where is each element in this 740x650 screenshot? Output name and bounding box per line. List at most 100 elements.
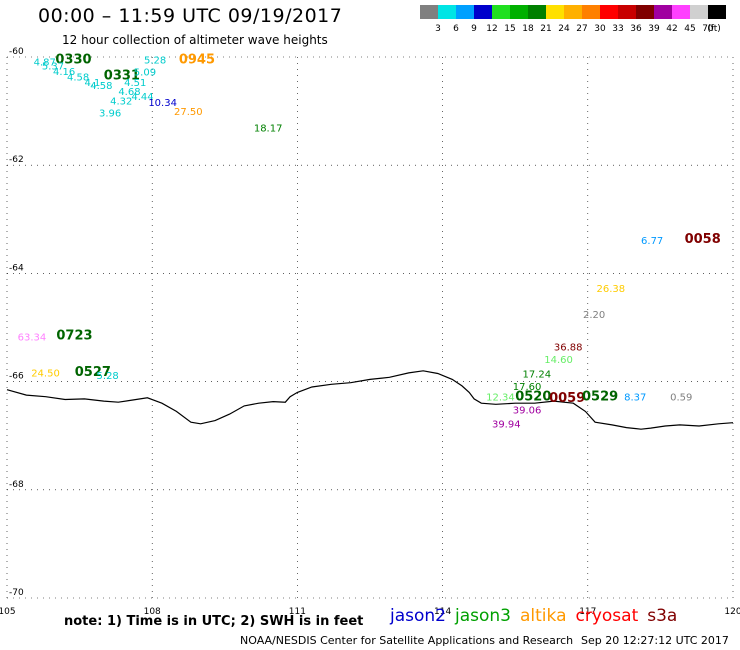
color-scale-label: 12 — [486, 24, 497, 34]
pass-time-label: 0723 — [56, 329, 92, 344]
color-swatch — [474, 5, 492, 19]
longitude-tick-label: 105 — [0, 607, 16, 617]
wave-height-label: 5.09 — [134, 68, 156, 79]
color-swatch — [654, 5, 672, 19]
antarctic-coastline — [6, 370, 734, 430]
wave-height-label: 39.06 — [513, 406, 542, 417]
wave-height-label: 12.34 — [486, 393, 515, 404]
pass-time-label: 0529 — [582, 390, 618, 405]
color-scale-unit: (ft) — [707, 24, 721, 34]
color-swatch — [456, 5, 474, 19]
longitude-tick-label: 111 — [289, 607, 306, 617]
color-scale-label: 45 — [684, 24, 695, 34]
wave-height-label: 4.68 — [118, 87, 140, 98]
color-swatch — [546, 5, 564, 19]
units-note: note: 1) Time is in UTC; 2) SWH is in fe… — [64, 614, 364, 629]
wave-height-label: 4.32 — [110, 96, 132, 107]
satellite-legend-cryosat: cryosat — [575, 606, 639, 626]
wave-height-label: 4.1 — [84, 78, 100, 89]
color-swatch — [690, 5, 708, 19]
wave-height-label: 4.58 — [90, 81, 112, 92]
satellite-legend: jason2 jason3 altika cryosat s3a — [390, 606, 686, 626]
color-scale-label: 6 — [453, 24, 459, 34]
pass-time-label: 0331 — [104, 68, 140, 83]
pass-time-label: 0059 — [549, 391, 585, 406]
color-swatch — [672, 5, 690, 19]
pass-time-label: 0520 — [515, 390, 551, 405]
latitude-tick-label: -62 — [9, 155, 24, 165]
wave-height-label: 5.28 — [144, 56, 166, 67]
color-scale-label: 36 — [630, 24, 642, 34]
color-scale-label: 15 — [504, 24, 515, 34]
credit-line: NOAA/NESDIS Center for Satellite Applica… — [240, 634, 574, 647]
wave-height-label: 14.60 — [544, 355, 573, 366]
color-scale-label: 18 — [522, 24, 534, 34]
satellite-legend-altika: altika — [520, 606, 567, 626]
wave-height-label: 4.87 — [34, 57, 56, 68]
generated-timestamp: Sep 20 12:27:12 UTC 2017 — [581, 634, 729, 647]
wave-height-label: 18.17 — [254, 123, 283, 134]
color-swatch — [600, 5, 618, 19]
wave-height-label: 8.37 — [624, 393, 646, 404]
color-scale-label: 33 — [612, 24, 623, 34]
wave-height-label: 5.37 — [42, 62, 64, 73]
wave-height-label: 4.16 — [53, 67, 75, 78]
satellite-legend-s3a: s3a — [647, 606, 678, 626]
wave-height-label: 10.34 — [148, 98, 177, 109]
color-scale-label: 39 — [648, 24, 660, 34]
wave-height-label: 17.24 — [522, 369, 551, 380]
wave-height-label: 4.44 — [131, 92, 153, 103]
wave-height-color-legend: 3 6 9 12 15 18 21 24 27 30 33 36 39 42 45 70(ft) — [420, 5, 726, 34]
color-scale-label: 9 — [471, 24, 477, 34]
pass-time-label: 0330 — [55, 53, 91, 68]
latitude-tick-label: -64 — [9, 263, 24, 273]
longitude-tick-label: 117 — [579, 607, 596, 617]
longitude-tick-label: 120 — [724, 607, 740, 617]
wave-height-label: 4.58 — [67, 72, 89, 83]
color-swatch — [528, 5, 546, 19]
satellite-legend-jason2: jason2 — [390, 606, 446, 626]
pass-time-label: 0527 — [75, 365, 111, 380]
color-swatch — [708, 5, 726, 19]
wave-height-label: 2.20 — [583, 310, 605, 321]
wave-height-label: 36.88 — [554, 342, 583, 353]
latitude-tick-label: -68 — [9, 480, 24, 490]
wave-height-label: 3.96 — [99, 109, 121, 120]
color-swatch — [582, 5, 600, 19]
color-scale-label: 70 — [702, 24, 714, 34]
wave-height-label: 0.59 — [670, 393, 692, 404]
wave-height-label: 63.34 — [18, 333, 47, 344]
color-scale-label: 27 — [576, 24, 587, 34]
color-swatch — [636, 5, 654, 19]
pass-time-label: 0058 — [685, 232, 721, 247]
color-scale-label: 24 — [558, 24, 570, 34]
color-swatch — [420, 5, 438, 19]
color-swatch — [492, 5, 510, 19]
wave-height-label: 5.28 — [97, 371, 119, 382]
latitude-tick-label: -66 — [9, 372, 24, 382]
wave-height-label: 17.60 — [513, 382, 542, 393]
wave-height-label: 26.38 — [597, 284, 626, 295]
color-scale-label: 30 — [594, 24, 606, 34]
wave-height-label: 27.50 — [174, 107, 203, 118]
latitude-tick-label: -60 — [9, 47, 24, 57]
color-scale-label: 3 — [435, 24, 441, 34]
wave-height-label: 4.51 — [124, 78, 146, 89]
page-subtitle: 12 hour collection of altimeter wave hei… — [62, 33, 328, 47]
color-swatch — [564, 5, 582, 19]
longitude-tick-label: 108 — [144, 607, 161, 617]
pass-time-label: 0945 — [179, 53, 215, 68]
page-title: 00:00 – 11:59 UTC 09/19/2017 — [38, 5, 343, 27]
color-swatch — [438, 5, 456, 19]
color-swatch — [618, 5, 636, 19]
satellite-legend-jason3: jason3 — [455, 606, 511, 626]
wave-height-label: 6.77 — [641, 236, 663, 247]
wave-height-label: 24.50 — [31, 368, 60, 379]
color-scale-label: 21 — [540, 24, 551, 34]
longitude-tick-label: 114 — [434, 607, 451, 617]
color-swatch — [510, 5, 528, 19]
latitude-tick-label: -70 — [9, 588, 24, 598]
color-scale-label: 42 — [666, 24, 677, 34]
